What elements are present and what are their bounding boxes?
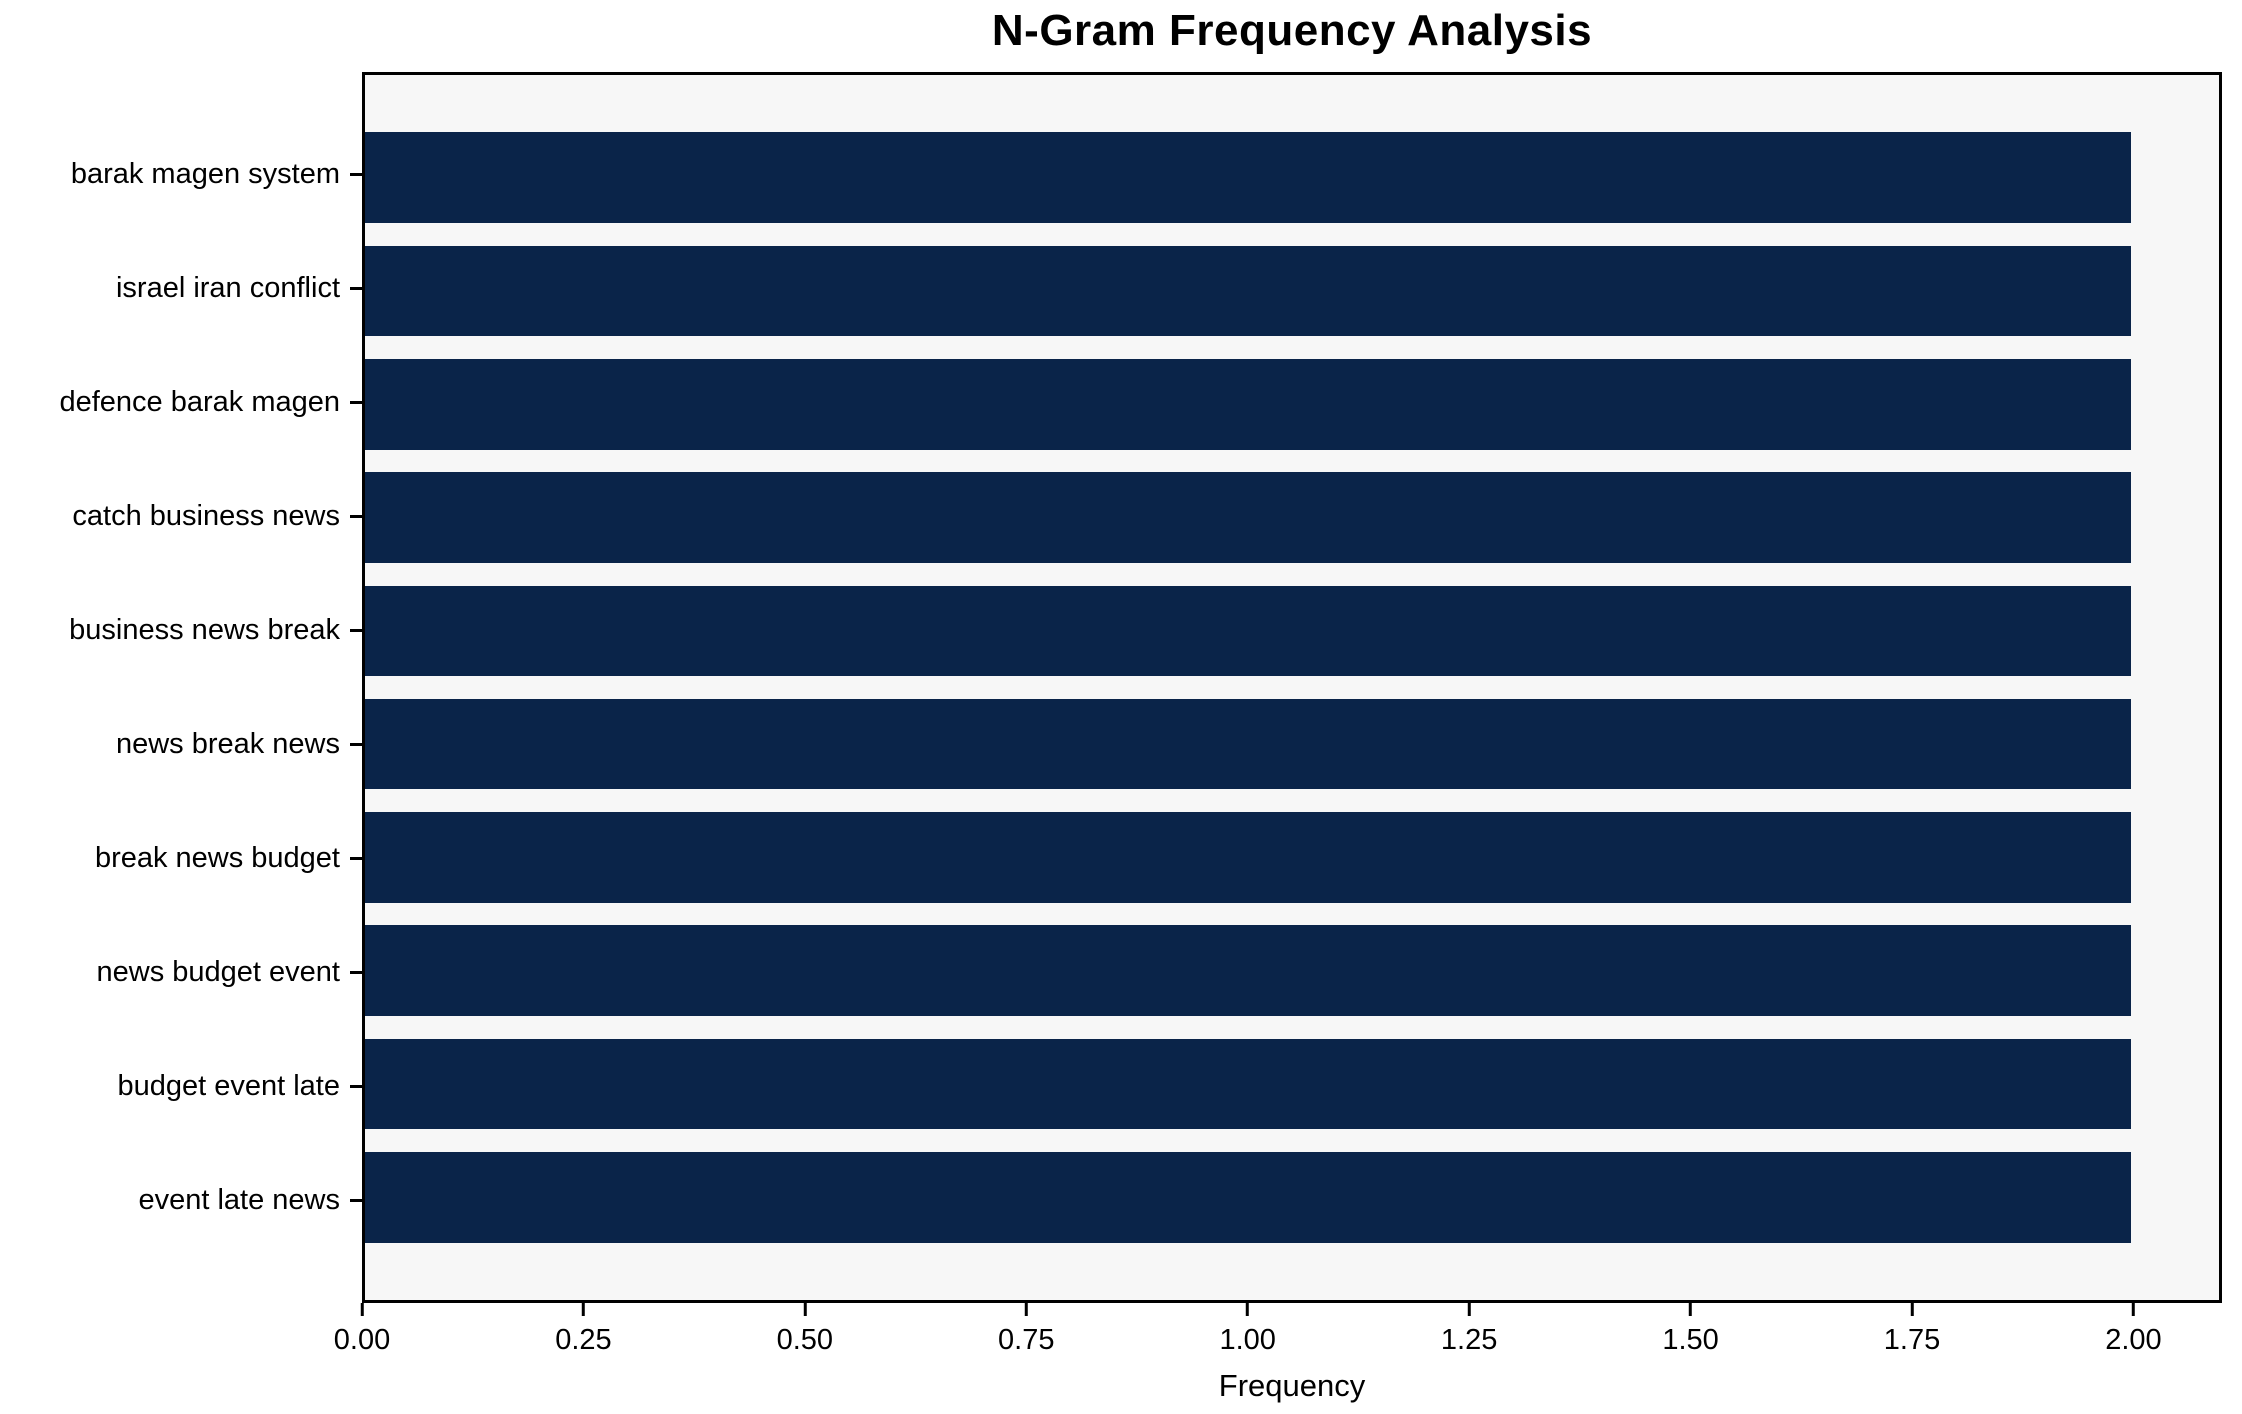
x-tick-label: 0.75 <box>998 1324 1055 1356</box>
x-tick-label: 1.50 <box>1662 1324 1719 1356</box>
bar-news-break-news <box>365 698 2131 790</box>
bar-row <box>365 1141 2219 1254</box>
y-tick-row: catch business news <box>0 460 362 574</box>
bar-business-news-break <box>365 585 2131 677</box>
x-tick-mark <box>1689 1303 1693 1316</box>
y-tick-row: defence barak magen <box>0 346 362 460</box>
y-tick-mark <box>350 287 362 291</box>
x-tick-label: 2.00 <box>2105 1324 2162 1356</box>
x-tick: 1.25 <box>1441 1303 1497 1357</box>
y-tick-mark <box>350 173 362 177</box>
y-tick-row: break news budget <box>0 801 362 915</box>
x-tick-mark <box>581 1303 585 1316</box>
x-tick-label: 0.00 <box>333 1324 391 1356</box>
y-tick-row: news budget event <box>0 915 362 1029</box>
y-tick-row: budget event late <box>0 1029 362 1143</box>
x-tick-label: 1.25 <box>1440 1324 1498 1356</box>
x-tick: 0.75 <box>998 1303 1055 1357</box>
y-tick-label: news budget event <box>96 955 340 988</box>
y-tick-mark <box>350 1084 362 1088</box>
bar-event-late-news <box>365 1152 2131 1243</box>
y-tick-label: break news budget <box>94 841 340 874</box>
x-tick: 1.50 <box>1662 1303 1719 1357</box>
x-tick-label: 1.75 <box>1883 1324 1941 1356</box>
bar-row <box>365 234 2219 347</box>
plot-area <box>362 72 2222 1303</box>
x-tick-label: 0.50 <box>776 1324 834 1356</box>
y-tick-row: event late news <box>0 1143 362 1257</box>
x-tick-mark <box>1024 1303 1028 1316</box>
y-tick-label: catch business news <box>72 500 340 533</box>
bar-news-budget-event <box>365 925 2131 1017</box>
x-tick-mark <box>2131 1303 2135 1316</box>
bar-break-news-budget <box>365 812 2131 903</box>
bar-budget-event-late <box>365 1038 2131 1130</box>
y-axis-labels: barak magen system israel iran conflict de… <box>0 72 362 1303</box>
y-tick-label: news break news <box>115 727 340 760</box>
x-tick: 1.00 <box>1219 1303 1276 1357</box>
x-tick: 0.00 <box>334 1303 390 1357</box>
x-tick: 0.25 <box>555 1303 612 1357</box>
bar-row <box>365 574 2219 687</box>
x-tick: 1.75 <box>1884 1303 1940 1357</box>
x-tick-label: 1.00 <box>1219 1324 1276 1356</box>
x-tick-mark <box>1910 1303 1914 1316</box>
y-tick-mark <box>350 856 362 860</box>
y-tick-label: business news break <box>69 614 340 647</box>
x-tick-mark <box>1246 1303 1250 1316</box>
bar-row <box>365 914 2219 1027</box>
y-tick-label: event late news <box>138 1183 340 1216</box>
bar-row <box>365 801 2219 914</box>
y-tick-row: business news break <box>0 574 362 688</box>
y-tick-row: barak magen system <box>0 118 362 232</box>
y-tick-mark <box>350 629 362 633</box>
bar-row <box>365 687 2219 800</box>
y-tick-label: defence barak magen <box>59 386 340 419</box>
y-tick-label: israel iran conflict <box>115 272 340 305</box>
bar-barak-magen-system <box>365 132 2131 223</box>
y-tick-label: barak magen system <box>70 158 340 191</box>
x-axis-ticks: 0.00 0.25 0.50 0.75 1.00 1.25 1.50 1.75 2.00 <box>334 1303 2222 1383</box>
chart-title: N-Gram Frequency Analysis <box>991 6 1593 55</box>
y-tick-mark <box>350 742 362 746</box>
bar-row <box>365 348 2219 461</box>
bar-row <box>365 121 2219 234</box>
bar-israel-iran-conflict <box>365 245 2131 337</box>
bar-catch-business-news <box>365 472 2131 563</box>
y-tick-mark <box>350 401 362 405</box>
y-tick-mark <box>350 1198 362 1202</box>
y-tick-label: budget event late <box>117 1069 340 1102</box>
y-tick-row: news break news <box>0 688 362 802</box>
x-tick-mark <box>803 1303 807 1316</box>
x-tick-mark <box>1467 1303 1471 1316</box>
bar-defence-barak-magen <box>365 358 2131 450</box>
x-axis-label: Frequency <box>1218 1368 1366 1403</box>
x-tick: 2.00 <box>2105 1303 2162 1357</box>
bar-row <box>365 461 2219 574</box>
y-tick-row: israel iran conflict <box>0 232 362 346</box>
bar-row <box>365 1027 2219 1140</box>
y-tick-mark <box>350 970 362 974</box>
x-tick-mark <box>360 1303 364 1316</box>
y-tick-mark <box>350 515 362 519</box>
x-tick-label: 0.25 <box>555 1324 612 1356</box>
x-tick: 0.50 <box>777 1303 833 1357</box>
